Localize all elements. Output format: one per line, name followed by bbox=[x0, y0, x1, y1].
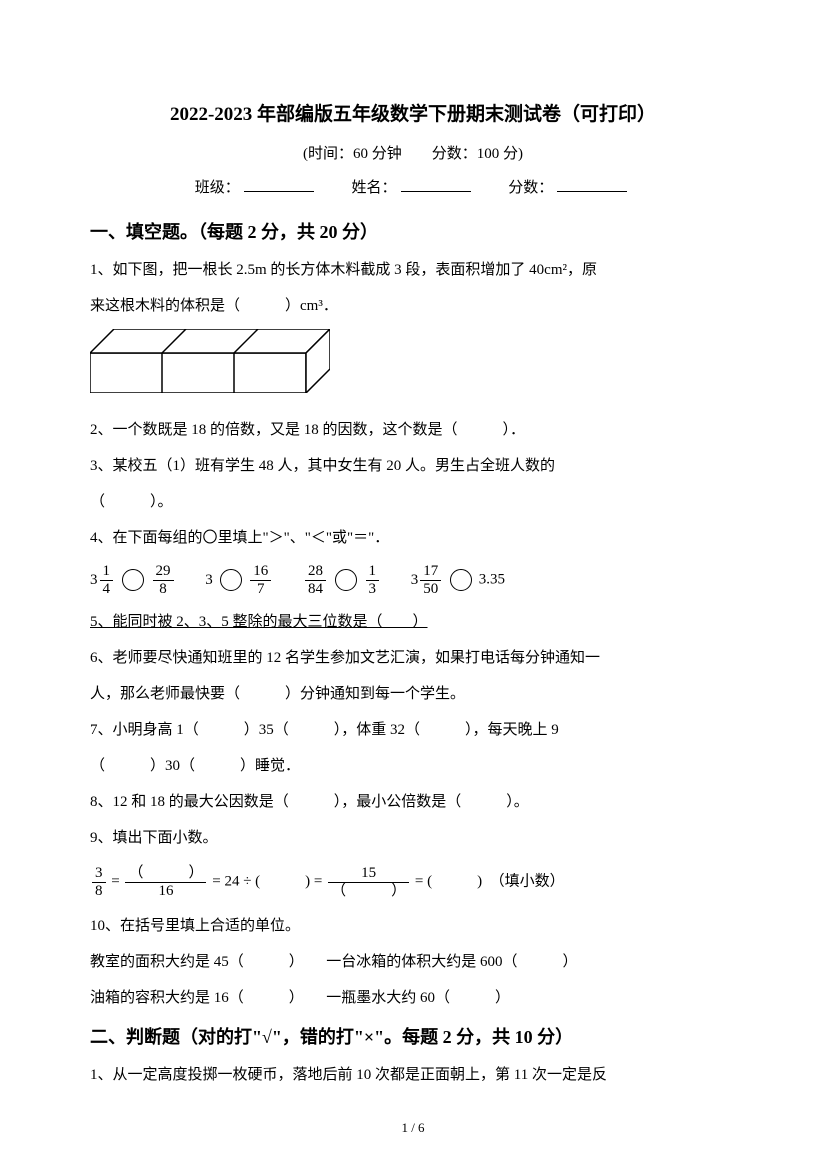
section-2-head: 二、判断题（对的打"√"，错的打"×"。每题 2 分，共 10 分） bbox=[90, 1023, 736, 1052]
q5: 5、能同时被 2、3、5 整除的最大三位数是（ ） bbox=[90, 607, 736, 637]
equation-row: 38 = （ ）16 = 24 ÷ ( ) = 15（ ） = ( ) （填小数… bbox=[90, 865, 736, 899]
eq-tail: = ( ) （填小数） bbox=[415, 874, 565, 890]
class-blank bbox=[244, 177, 314, 192]
score-label: 分数： bbox=[508, 180, 553, 196]
compare-circle-icon bbox=[122, 569, 144, 591]
comp-2-left: 3 bbox=[205, 565, 213, 595]
q4: 4、在下面每组的〇里填上"＞"、"＜"或"＝"． bbox=[90, 523, 736, 553]
name-blank bbox=[401, 177, 471, 192]
q2: 2、一个数既是 18 的倍数，又是 18 的因数，这个数是（ ）． bbox=[90, 415, 736, 445]
eq-mid: = 24 ÷ ( ) = bbox=[212, 874, 322, 890]
q7-line2: （ ）30（ ）睡觉． bbox=[90, 751, 736, 781]
comp-2-right-den: 7 bbox=[250, 581, 271, 598]
name-label: 姓名： bbox=[351, 180, 396, 196]
q10-line2: 油箱的容积大约是 16（ ） 一瓶墨水大约 60（ ） bbox=[90, 983, 736, 1013]
q1-line1: 1、如下图，把一根长 2.5m 的长方体木料截成 3 段，表面积增加了 40cm… bbox=[90, 255, 736, 285]
comp-1-left-num: 1 bbox=[100, 563, 114, 581]
page-footer: 1 / 6 bbox=[0, 1118, 826, 1139]
eq-f2-num: （ ） bbox=[125, 865, 206, 883]
comp-1: 314 298 bbox=[90, 563, 176, 597]
s2-q1: 1、从一定高度投掷一枚硬币，落地后前 10 次都是正面朝上，第 11 次一定是反 bbox=[90, 1060, 736, 1090]
page-title: 2022-2023 年部编版五年级数学下册期末测试卷（可打印） bbox=[90, 100, 736, 130]
q8: 8、12 和 18 的最大公因数是（ ），最小公倍数是（ ）。 bbox=[90, 787, 736, 817]
q6-line1: 6、老师要尽快通知班里的 12 名学生参加文艺汇演，如果打电话每分钟通知一 bbox=[90, 643, 736, 673]
q3-line2: （ ）。 bbox=[90, 487, 736, 517]
class-label: 班级： bbox=[195, 180, 240, 196]
q6-line2: 人，那么老师最快要（ ）分钟通知到每一个学生。 bbox=[90, 679, 736, 709]
comparison-row: 314 298 3 167 2884 13 31750 3.35 bbox=[90, 563, 736, 597]
q9: 9、填出下面小数。 bbox=[90, 823, 736, 853]
comp-3-left-den: 84 bbox=[305, 581, 326, 598]
comp-1-left-whole: 3 bbox=[90, 565, 98, 595]
comp-3-right-num: 1 bbox=[366, 563, 380, 581]
comp-2: 3 167 bbox=[205, 563, 273, 597]
section-1-head: 一、填空题。（每题 2 分，共 20 分） bbox=[90, 218, 736, 247]
comp-2-right-num: 16 bbox=[250, 563, 271, 581]
comp-1-left-den: 4 bbox=[100, 581, 114, 598]
comp-1-right-den: 8 bbox=[153, 581, 174, 598]
comp-4-right: 3.35 bbox=[479, 572, 505, 588]
eq-f2-den: 16 bbox=[125, 883, 206, 900]
comp-4-left-whole: 3 bbox=[411, 565, 419, 595]
q1-line2: 来这根木料的体积是（ ）cm³． bbox=[90, 291, 736, 321]
q7-line1: 7、小明身高 1（ ）35（ ），体重 32（ ），每天晚上 9 bbox=[90, 715, 736, 745]
eq-f1-den: 8 bbox=[92, 883, 106, 900]
eq-eq1: = bbox=[111, 874, 119, 890]
comp-4-left-den: 50 bbox=[420, 581, 441, 598]
q10-line1: 教室的面积大约是 45（ ） 一台冰箱的体积大约是 600（ ） bbox=[90, 947, 736, 977]
comp-3: 2884 13 bbox=[303, 563, 381, 597]
compare-circle-icon bbox=[450, 569, 472, 591]
comp-3-right-den: 3 bbox=[366, 581, 380, 598]
compare-circle-icon bbox=[220, 569, 242, 591]
comp-4-left-num: 17 bbox=[420, 563, 441, 581]
student-info-row: 班级： 姓名： 分数： bbox=[90, 176, 736, 200]
eq-f3-num: 15 bbox=[328, 865, 409, 883]
comp-3-left-num: 28 bbox=[305, 563, 326, 581]
compare-circle-icon bbox=[335, 569, 357, 591]
cuboid-diagram bbox=[90, 329, 736, 401]
comp-4: 31750 3.35 bbox=[411, 563, 505, 597]
comp-1-right-num: 29 bbox=[153, 563, 174, 581]
eq-f3-den: （ ） bbox=[328, 883, 409, 900]
q3-line1: 3、某校五（1）班有学生 48 人，其中女生有 20 人。男生占全班人数的 bbox=[90, 451, 736, 481]
exam-meta: (时间：60 分钟 分数：100 分) bbox=[90, 142, 736, 166]
score-blank bbox=[557, 177, 627, 192]
q10: 10、在括号里填上合适的单位。 bbox=[90, 911, 736, 941]
eq-f1-num: 3 bbox=[92, 865, 106, 883]
